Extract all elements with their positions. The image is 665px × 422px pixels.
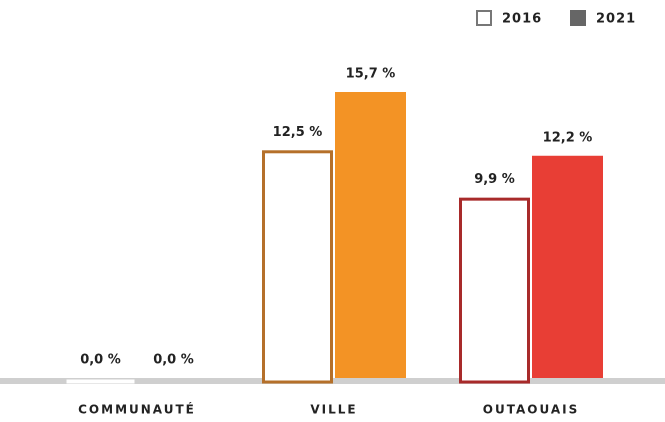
legend-label: 2021: [596, 12, 636, 27]
value-label: 12,5 %: [273, 125, 323, 140]
value-label: 15,7 %: [346, 67, 396, 82]
legend-label: 2016: [502, 12, 542, 27]
value-label: 0,0 %: [80, 353, 121, 368]
value-label: 12,2 %: [543, 130, 593, 145]
x-tick-label: VILLE: [310, 403, 357, 417]
bar: [532, 155, 603, 378]
bar: [335, 92, 406, 378]
value-label: 9,9 %: [474, 172, 515, 187]
legend-swatch: [476, 10, 492, 26]
bar: [459, 197, 530, 384]
x-tick-label: COMMUNAUTÉ: [78, 402, 196, 417]
value-label: 0,0 %: [153, 353, 194, 368]
legend-swatch: [570, 10, 586, 26]
bar: [262, 150, 333, 384]
x-tick-label: OUTAOUAIS: [483, 403, 579, 417]
bar: [66, 379, 135, 384]
